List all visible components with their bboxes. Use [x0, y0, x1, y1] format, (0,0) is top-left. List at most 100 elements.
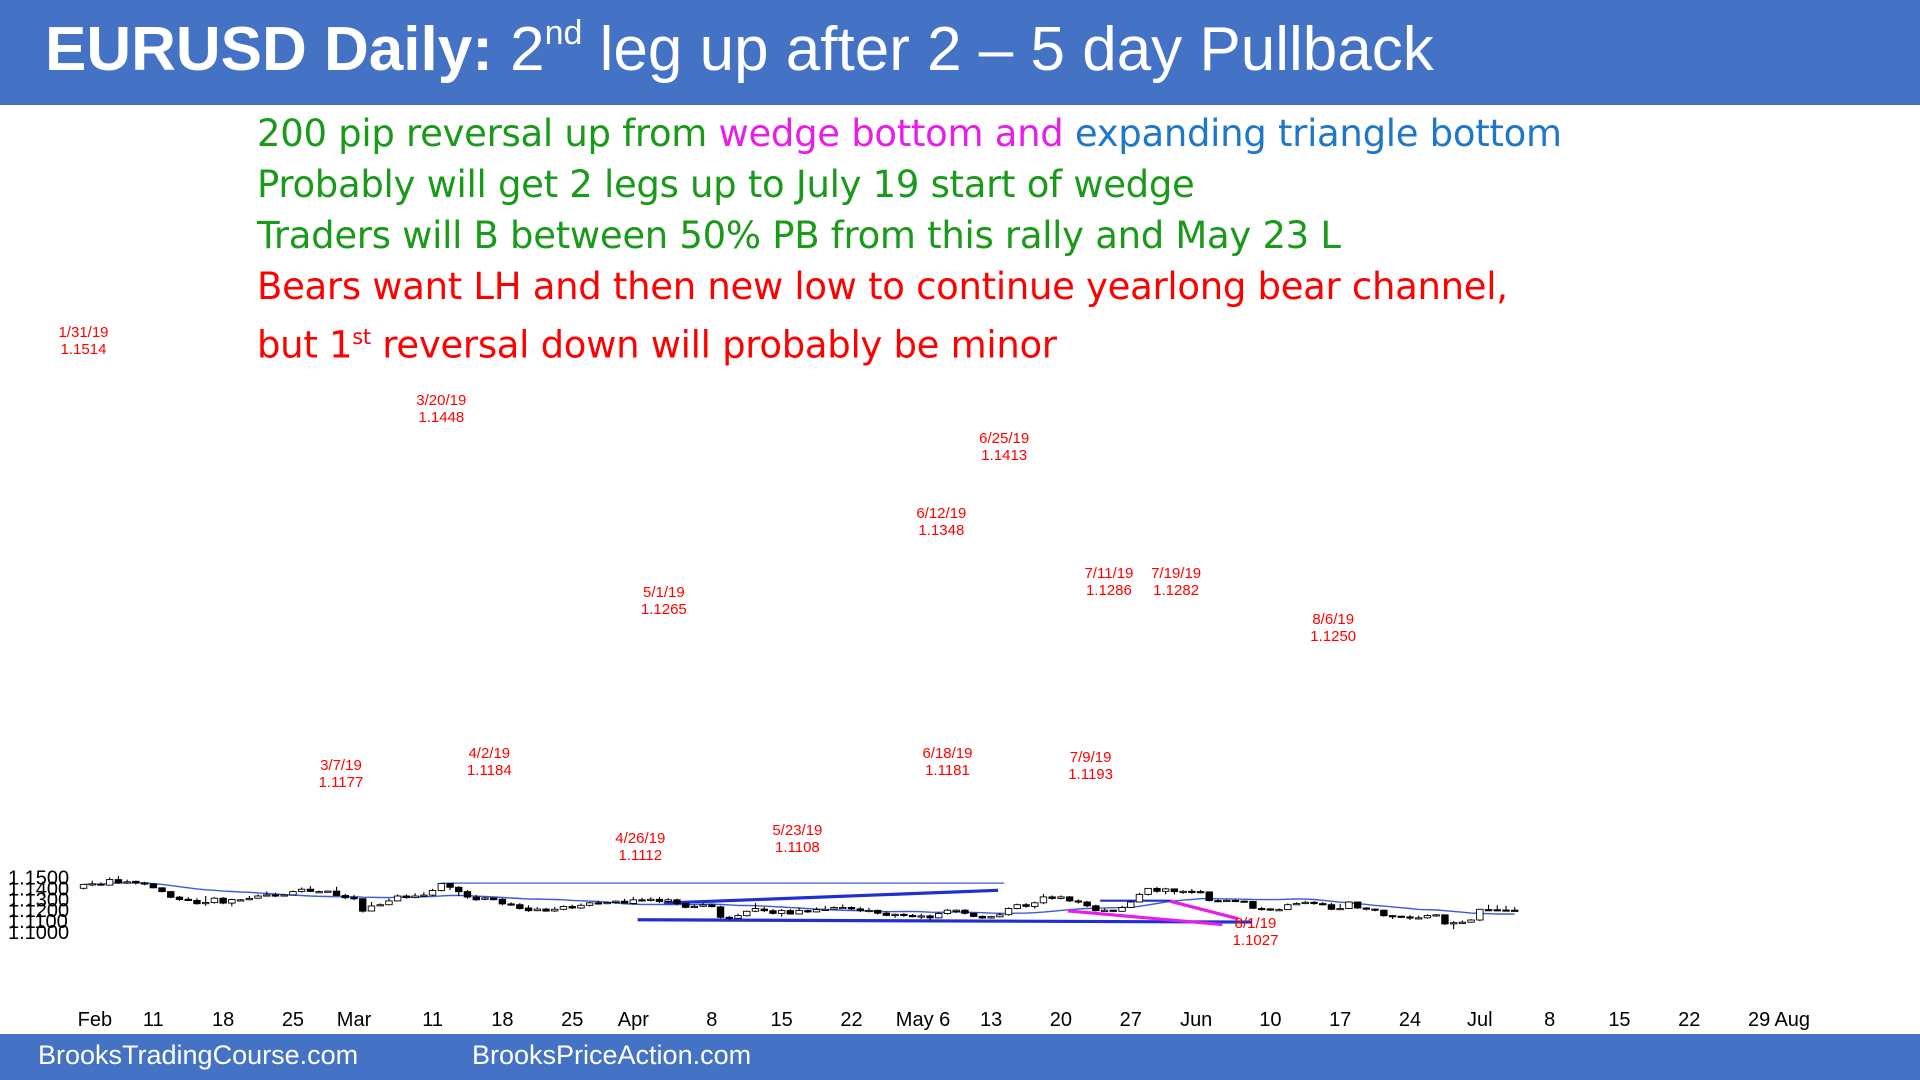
candle-up: [551, 908, 559, 912]
candle-up: [201, 902, 210, 905]
candle-down: [568, 906, 576, 909]
annotation-date: 6/25/19: [979, 430, 1029, 447]
candle-up: [1292, 903, 1301, 906]
candle-up: [420, 894, 428, 897]
candle-up: [210, 897, 219, 904]
x-tick-label: 25: [282, 1009, 304, 1031]
x-tick-label: 22: [1678, 1009, 1700, 1031]
candle-down: [882, 912, 891, 916]
candle-up: [367, 905, 376, 912]
candle-down: [132, 880, 140, 884]
candle-down: [1380, 909, 1388, 917]
candle-down: [769, 910, 777, 914]
candle-down: [140, 882, 149, 885]
annotation-price: 1.1413: [981, 447, 1027, 464]
annotation-price: 1.1286: [1086, 582, 1132, 599]
candle-up: [577, 904, 585, 909]
annotation-date: 4/2/19: [468, 745, 510, 762]
x-tick-label: Mar: [337, 1009, 372, 1031]
candle-up: [1135, 893, 1144, 903]
annotation-date: 1/31/19: [58, 324, 108, 341]
candle-up: [88, 883, 96, 886]
candle-down: [114, 879, 123, 884]
candle-down: [1083, 901, 1091, 907]
candle-down: [1153, 887, 1161, 892]
candle-up: [236, 899, 245, 902]
candle-down: [1188, 890, 1196, 893]
candle-up: [839, 907, 847, 910]
x-tick-label: 18: [491, 1009, 513, 1031]
candle-down: [1484, 909, 1493, 912]
commentary-notes: 200 pip reversal up from wedge bottom an…: [257, 108, 1562, 370]
note-line-5-sup: st: [352, 325, 371, 349]
candle-up: [891, 913, 899, 916]
annotation-price: 1.1108: [775, 839, 820, 856]
candle-down: [638, 899, 646, 902]
candle-up: [105, 879, 114, 886]
candle-up: [603, 902, 611, 905]
candle-up: [865, 909, 873, 913]
candle-down: [1214, 900, 1222, 903]
candle-down: [1205, 891, 1213, 902]
annotation-price: 1.1193: [1068, 766, 1113, 783]
annotation-price: 1.1181: [925, 762, 970, 779]
x-tick-label: 24: [1399, 1009, 1421, 1031]
annotation-date: 7/11/19: [1084, 565, 1133, 582]
footer-right-link[interactable]: BrooksPriceAction.com: [472, 1040, 752, 1070]
annotation-date: 8/6/19: [1312, 611, 1354, 628]
footer-left-link[interactable]: BrooksTradingCourse.com: [38, 1040, 359, 1070]
note-line-5: but 1st reversal down will probably be m…: [257, 312, 1562, 370]
candle-up: [612, 900, 620, 903]
candle-down: [786, 910, 795, 915]
candle-up: [245, 897, 254, 901]
candle-down: [847, 907, 856, 910]
x-tick-label: 15: [771, 1009, 793, 1031]
candle-down: [926, 915, 934, 919]
candle-up: [1100, 909, 1109, 912]
candle-down: [341, 895, 350, 899]
note-line-1-c: expanding triangle bottom: [1074, 112, 1562, 155]
x-tick-label: 20: [1050, 1009, 1072, 1031]
candle-up: [1449, 922, 1458, 925]
candle-up: [830, 907, 838, 910]
annotation-price: 1.1027: [1233, 932, 1279, 949]
candle-down: [463, 891, 472, 898]
candle-up: [280, 894, 288, 897]
candle-down: [681, 903, 690, 908]
wedge-lower-line: [1067, 909, 1223, 927]
x-tick-label: 11: [143, 1009, 164, 1031]
candle-down: [1388, 915, 1397, 918]
candle-down: [542, 908, 550, 912]
candle-down: [149, 883, 158, 889]
candle-down: [725, 916, 733, 919]
candle-down: [873, 909, 882, 914]
candle-down: [1048, 896, 1056, 899]
candle-up: [385, 900, 393, 906]
candle-down: [969, 912, 978, 917]
candle-down: [332, 890, 341, 896]
title-description: leg up after 2 – 5 day Pullback: [599, 15, 1434, 84]
candle-down: [1231, 899, 1240, 903]
annotation-date: 3/20/19: [416, 392, 466, 409]
note-line-1-b: wedge bottom and: [718, 112, 1075, 155]
candle-down: [359, 898, 367, 912]
candle-down: [1240, 900, 1248, 903]
candle-down: [1371, 908, 1379, 911]
candle-down: [673, 899, 681, 905]
note-line-4: Bears want LH and then new low to contin…: [257, 265, 1508, 308]
candle-up: [263, 894, 271, 897]
annotation-date: 6/18/19: [922, 745, 972, 762]
candle-up: [1415, 917, 1423, 920]
candle-down: [856, 908, 864, 912]
candle-down: [1170, 888, 1179, 893]
candle-up: [751, 908, 760, 912]
candle-down: [594, 902, 603, 905]
title-leg-number: 2: [510, 15, 545, 84]
candle-down: [167, 891, 175, 898]
note-line-1-a: 200 pip reversal up from: [257, 112, 719, 155]
candle-up: [289, 891, 297, 896]
candle-up: [1423, 915, 1432, 919]
candle-up: [1118, 907, 1126, 912]
candle-down: [716, 906, 725, 918]
candle-down: [1493, 909, 1501, 912]
